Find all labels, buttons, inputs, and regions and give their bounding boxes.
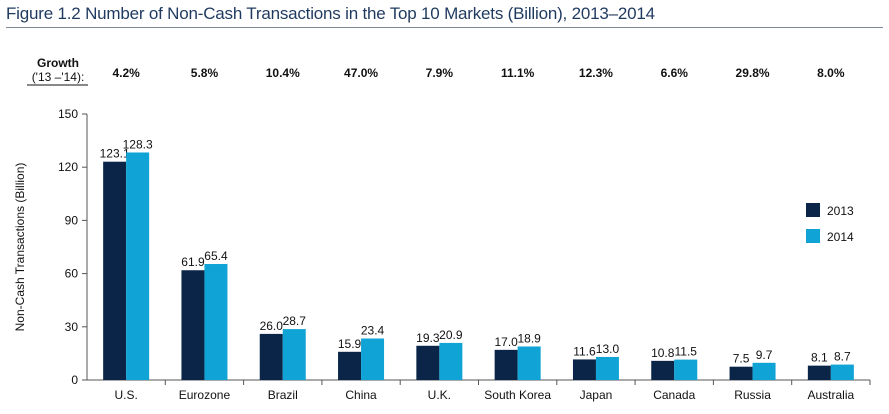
bar-2013 — [259, 333, 283, 380]
y-tick-label: 150 — [58, 107, 78, 121]
bar-2014 — [517, 346, 541, 380]
x-tick-label: Russia — [734, 388, 771, 402]
data-label-2013: 17.0 — [494, 335, 518, 349]
data-label-2014: 28.7 — [283, 314, 307, 328]
growth-value: 5.8% — [191, 66, 219, 80]
y-tick-label: 60 — [65, 267, 79, 281]
data-label-2014: 13.0 — [596, 342, 620, 356]
growth-value: 29.8% — [736, 66, 770, 80]
data-label-2014: 23.4 — [361, 324, 385, 338]
bar-2014 — [439, 342, 463, 380]
data-label-2013: 11.6 — [573, 344, 596, 358]
figure-title: Figure 1.2 Number of Non-Cash Transactio… — [6, 4, 655, 23]
growth-value: 6.6% — [661, 66, 689, 80]
data-label-2013: 61.9 — [181, 255, 205, 269]
x-tick-label: Japan — [580, 388, 613, 402]
x-tick-label: Australia — [808, 388, 855, 402]
data-label-2013: 26.0 — [260, 319, 284, 333]
bar-2013 — [572, 359, 596, 380]
data-label-2013: 10.8 — [651, 346, 675, 360]
growth-value: 12.3% — [579, 66, 613, 80]
bar-2014 — [595, 356, 619, 380]
bar-2013 — [338, 351, 362, 380]
growth-value: 4.2% — [112, 66, 140, 80]
growth-value: 10.4% — [266, 66, 300, 80]
data-label-2014: 18.9 — [517, 331, 541, 345]
x-tick-label: China — [345, 388, 377, 402]
growth-value: 8.0% — [817, 66, 845, 80]
bar-2014 — [752, 362, 776, 380]
growth-value: 11.1% — [501, 66, 535, 80]
bar-2013 — [651, 360, 675, 380]
bar-2013 — [494, 349, 518, 380]
bar-2014 — [830, 364, 854, 380]
x-tick-label: Canada — [653, 388, 695, 402]
growth-period-label: ('13 –'14): — [32, 70, 85, 84]
y-tick-label: 120 — [58, 160, 78, 174]
data-label-2013: 7.5 — [733, 352, 750, 366]
data-label-2014: 11.5 — [675, 345, 698, 359]
legend-label-2014: 2014 — [827, 230, 854, 244]
legend-swatch-2013 — [806, 203, 820, 217]
bar-2013 — [103, 161, 127, 380]
bar-2013 — [729, 366, 753, 380]
growth-value: 7.9% — [426, 66, 454, 80]
bar-2013 — [807, 365, 831, 380]
data-label-2014: 20.9 — [439, 328, 463, 342]
y-tick-label: 0 — [71, 373, 78, 387]
x-tick-label: South Korea — [484, 388, 551, 402]
bar-2013 — [416, 345, 440, 380]
data-label-2014: 128.3 — [123, 137, 153, 151]
y-tick-label: 30 — [65, 320, 79, 334]
legend-swatch-2014 — [806, 229, 820, 243]
data-label-2014: 8.7 — [834, 350, 851, 364]
y-tick-label: 90 — [65, 213, 79, 227]
data-label-2013: 123.1 — [100, 147, 130, 161]
bar-2014 — [361, 338, 385, 380]
growth-label: Growth — [37, 56, 79, 70]
data-label-2013: 15.9 — [338, 337, 362, 351]
legend-label-2013: 2013 — [827, 204, 854, 218]
data-label-2013: 8.1 — [811, 351, 828, 365]
x-tick-label: U.S. — [114, 388, 137, 402]
x-tick-label: U.K. — [428, 388, 451, 402]
x-tick-label: Eurozone — [179, 388, 231, 402]
title-divider — [6, 27, 883, 28]
bar-2014 — [204, 264, 228, 380]
data-label-2014: 65.4 — [204, 249, 228, 263]
bar-2013 — [181, 270, 205, 380]
x-tick-label: Brazil — [268, 388, 298, 402]
bar-2014 — [674, 359, 698, 380]
data-label-2014: 9.7 — [756, 348, 773, 362]
data-label-2013: 19.3 — [416, 331, 440, 345]
bar-2014 — [282, 329, 306, 380]
bar-2014 — [126, 152, 150, 380]
y-axis-label: Non-Cash Transactions (Billion) — [13, 163, 27, 332]
growth-value: 47.0% — [344, 66, 378, 80]
